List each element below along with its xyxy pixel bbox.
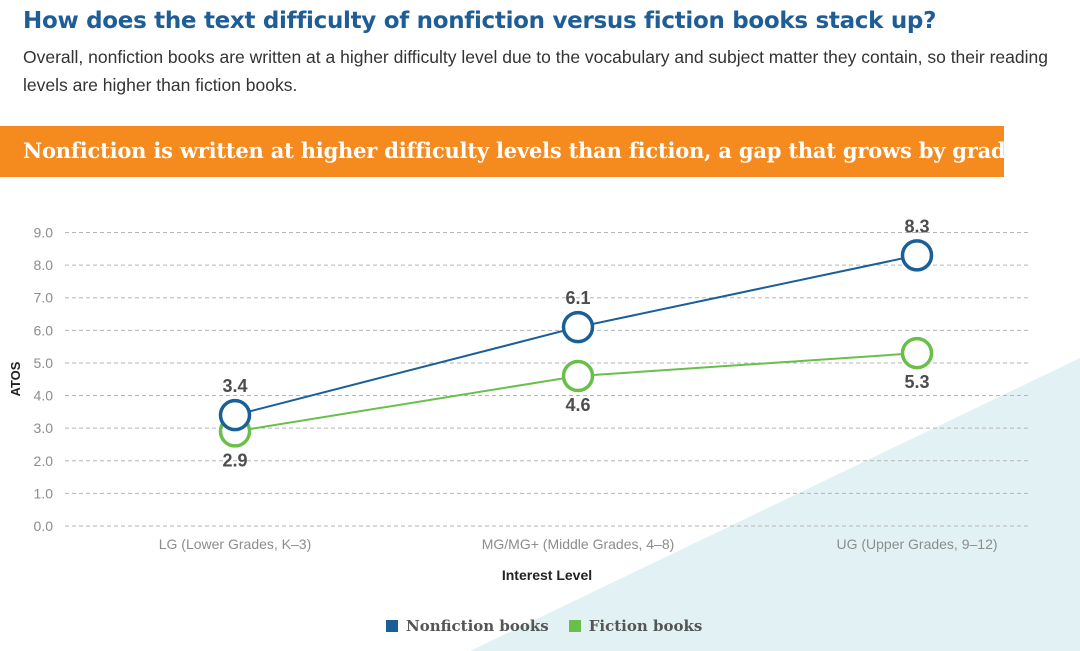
y-tick-label: 4.0	[34, 388, 54, 404]
y-tick-label: 3.0	[34, 420, 54, 436]
y-axis-label: ATOS	[8, 361, 23, 396]
y-tick-label: 5.0	[34, 355, 54, 371]
legend-swatch-fiction	[568, 620, 581, 632]
data-label-nonfiction: 8.3	[904, 216, 929, 236]
x-tick-label: LG (Lower Grades, K–3)	[159, 536, 312, 552]
data-label-nonfiction: 6.1	[565, 288, 590, 308]
headline-banner: Nonfiction is written at higher difficul…	[0, 126, 1019, 177]
data-label-nonfiction: 3.4	[222, 376, 247, 396]
legend-item-nonfiction: Nonfiction books	[386, 617, 549, 635]
legend-label-nonfiction: Nonfiction books	[406, 617, 549, 635]
data-point-nonfiction	[900, 239, 934, 272]
data-label-fiction: 2.9	[222, 450, 247, 470]
y-tick-label: 7.0	[34, 290, 54, 306]
chart-legend: Nonfiction books Fiction books	[386, 617, 702, 635]
x-tick-label: UG (Upper Grades, 9–12)	[836, 536, 997, 552]
y-tick-label: 0.0	[34, 518, 54, 534]
y-tick-label: 9.0	[34, 225, 54, 241]
y-tick-label: 8.0	[34, 257, 54, 273]
data-point-fiction	[561, 359, 595, 393]
y-tick-label: 2.0	[34, 453, 54, 469]
data-point-nonfiction	[561, 310, 595, 344]
page-subtitle: Overall, nonfiction books are written at…	[23, 47, 1048, 95]
data-label-fiction: 5.3	[904, 372, 929, 392]
y-tick-label: 1.0	[34, 485, 54, 501]
y-tick-label: 6.0	[34, 322, 54, 338]
data-label-fiction: 4.6	[565, 395, 590, 415]
legend-label-fiction: Fiction books	[588, 617, 703, 635]
data-point-fiction	[900, 336, 934, 370]
page-title: How does the text difficulty of nonficti…	[23, 8, 937, 34]
x-axis-label: Interest Level	[502, 567, 592, 583]
banner-text: Nonfiction is written at higher difficul…	[23, 138, 1019, 163]
data-point-nonfiction	[218, 398, 252, 432]
legend-item-fiction: Fiction books	[568, 617, 703, 635]
legend-swatch-nonfiction	[386, 620, 398, 632]
x-tick-label: MG/MG+ (Middle Grades, 4–8)	[482, 536, 675, 552]
